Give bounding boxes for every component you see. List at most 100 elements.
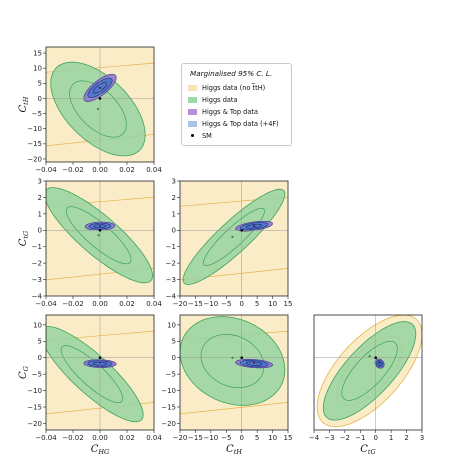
x-tick-label: −10 [203, 434, 218, 442]
y-tick-label: 5 [38, 338, 42, 346]
best-fit-top [98, 86, 102, 89]
y-tick-label: −1 [32, 243, 42, 251]
x-axis-label: CtH [226, 444, 242, 456]
best-fit-top [98, 225, 102, 228]
panel-1: −0.04 −0.02 0.00 0.02 0.04 −4 −3 −2 −1 0 1 2 3 CtG [18, 177, 162, 308]
y-tick-label: −20 [161, 420, 176, 428]
y-tick-label: 0 [172, 227, 176, 235]
region-higgs-inner [203, 207, 265, 266]
y-tick-label: 15 [33, 49, 42, 57]
x-axis-label: CHG [91, 444, 110, 456]
x-tick-label: −0.02 [62, 166, 83, 174]
sm-marker [98, 97, 102, 100]
sm-marker [374, 356, 378, 360]
axes-frame [179, 180, 289, 297]
best-fit-higgs [96, 107, 100, 111]
legend-swatch-top4f [188, 120, 197, 127]
legend-label-sm: SM [202, 131, 212, 140]
region-higgs [322, 321, 417, 421]
y-tick-label: 2 [172, 194, 176, 202]
x-axis-label: CtG [360, 444, 375, 456]
region-top4f-inner [246, 361, 262, 366]
plot-area-2 [180, 181, 288, 296]
legend-item-no-tth: Higgs data (no t̅tH) [188, 83, 265, 92]
best-fit-top [98, 361, 102, 364]
y-tick-label: −10 [27, 125, 42, 133]
region-higgs [180, 316, 286, 406]
x-tick-label: 0.04 [146, 434, 162, 442]
y-tick-label: −2 [166, 260, 176, 268]
y-axis-label: CtG [18, 231, 30, 246]
sm-marker [240, 356, 244, 360]
plot-area-0 [46, 47, 154, 162]
region-higgs-inner [65, 206, 132, 265]
legend-item-top: Higgs & Top data [188, 107, 258, 116]
x-tick-label: 10 [268, 300, 277, 308]
plot-area-3 [46, 315, 154, 430]
x-tick-label: −3 [324, 434, 334, 442]
x-tick-label: −4 [309, 434, 320, 442]
y-tick-label: −5 [32, 110, 42, 118]
x-tick-label: −0.02 [62, 300, 83, 308]
legend: Marginalised 95% C. L. Higgs data (no t̅… [181, 63, 292, 146]
legend-label-no-tth: Higgs data (no t̅tH) [202, 83, 266, 92]
best-fit-higgs [97, 234, 100, 237]
x-tick-label: 0.04 [146, 300, 162, 308]
x-tick-label: −20 [173, 434, 188, 442]
plot-area-4 [180, 315, 288, 430]
region-top4f-inner [246, 223, 262, 229]
x-tick-label: 2 [404, 434, 408, 442]
y-tick-label: 3 [172, 177, 176, 185]
y-tick-label: 10 [33, 65, 42, 73]
y-tick-label: −5 [32, 371, 42, 379]
sm-marker [98, 228, 102, 232]
x-tick-label: 0 [239, 434, 243, 442]
y-tick-label: 1 [38, 210, 42, 218]
x-tick-label: −10 [203, 300, 218, 308]
x-tick-label: 15 [284, 300, 293, 308]
x-tick-label: 0.02 [119, 166, 135, 174]
legend-item-top4f: Higgs & Top data (+4F) [188, 119, 279, 128]
panel-0: −0.04 −0.02 0.00 0.02 0.04 −20 −15 −10 −5 0 5 10 15 C… [18, 46, 162, 174]
x-tick-label: 3 [420, 434, 424, 442]
x-tick-label: −0.02 [62, 434, 83, 442]
x-tick-label: 0.00 [92, 166, 108, 174]
region-higgs [182, 188, 286, 285]
x-tick-label: 1 [389, 434, 393, 442]
y-tick-label: −15 [27, 140, 42, 148]
y-tick-label: 5 [172, 338, 176, 346]
x-tick-label: −1 [355, 434, 365, 442]
x-tick-label: 0 [373, 434, 377, 442]
y-tick-label: −10 [27, 387, 42, 395]
legend-label-top4f: Higgs & Top data (+4F) [202, 119, 279, 128]
region-higgs-inner [69, 80, 127, 138]
panel-5: −4 −3 −2 −1 0 1 2 3 CtG [309, 314, 424, 456]
y-tick-label: −15 [161, 403, 176, 411]
x-tick-label: −0.04 [35, 434, 57, 442]
y-tick-label: −1 [166, 243, 176, 251]
x-tick-label: 0 [239, 300, 243, 308]
y-tick-label: −10 [161, 387, 176, 395]
x-tick-label: 0.02 [119, 300, 135, 308]
y-tick-label: −15 [27, 403, 42, 411]
x-tick-label: 0.00 [92, 434, 108, 442]
plot-area-1 [46, 181, 154, 296]
best-fit-higgs [368, 354, 371, 358]
y-axis-label: CG [18, 366, 30, 379]
plot-area-5 [314, 315, 422, 430]
panel-3: −0.04 −0.02 0.00 0.02 0.04 −20 −15 −10 −5 0 5 10 CHG… [18, 314, 162, 456]
y-tick-label: −20 [27, 155, 42, 163]
axes-frame [179, 314, 289, 431]
region-higgs-inner [200, 334, 265, 388]
x-tick-label: 0.02 [119, 434, 135, 442]
x-tick-label: −5 [221, 434, 231, 442]
best-fit-top [252, 225, 256, 228]
x-tick-label: −15 [188, 300, 203, 308]
y-axis-label: CtH [18, 96, 30, 112]
x-tick-label: 5 [255, 434, 259, 442]
x-tick-label: 0.00 [92, 300, 108, 308]
y-tick-label: −4 [32, 292, 43, 300]
legend-swatch-higgs [188, 96, 197, 103]
